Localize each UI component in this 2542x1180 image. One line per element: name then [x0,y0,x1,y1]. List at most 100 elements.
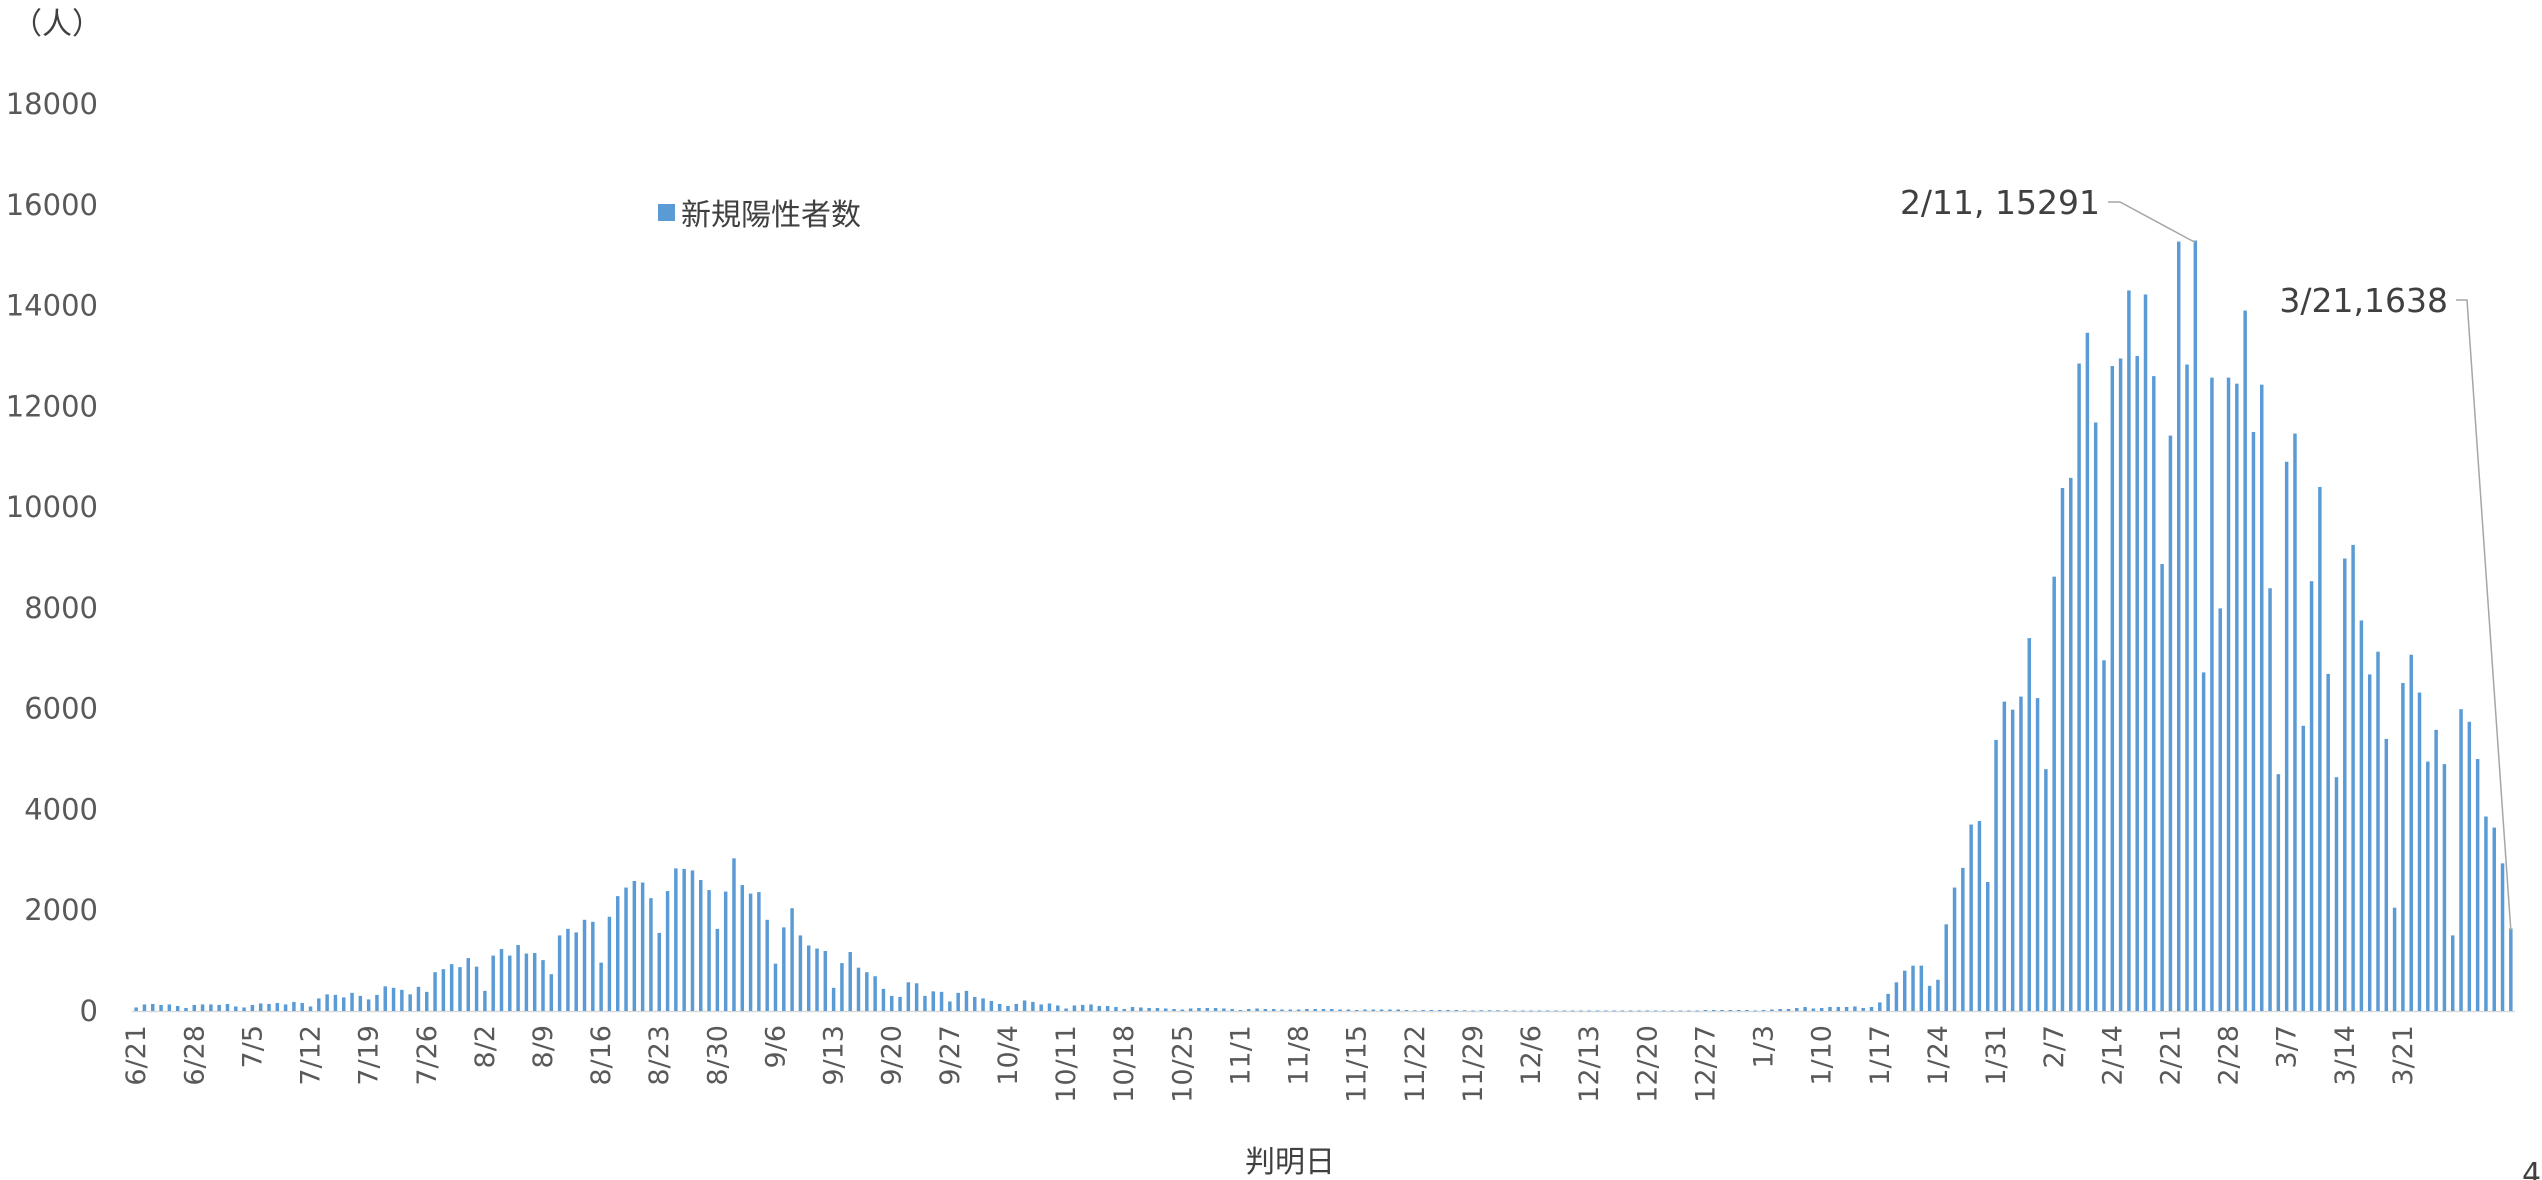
bar [931,991,935,1011]
x-tick-label: 12/6 [1516,1025,1547,1086]
bar [848,952,852,1011]
bar [2359,620,2364,1011]
bar [649,898,653,1011]
bar [1927,985,1932,1011]
bar [1371,1009,1376,1011]
bar [2019,696,2023,1011]
bar [1163,1008,1168,1011]
bar [1147,1007,1151,1011]
bar [1894,982,1899,1011]
bar [1969,824,1973,1011]
bar [142,1004,147,1011]
bar [1462,1010,1467,1012]
bar [1587,1010,1591,1012]
bar [425,991,429,1011]
bar [806,945,811,1011]
bar [2135,355,2139,1011]
bar [499,949,504,1011]
x-tick-label: 8/23 [644,1025,675,1086]
bar [1396,1009,1400,1011]
bar [815,948,819,1011]
bar [2085,332,2090,1011]
bar [2077,363,2081,1011]
bar [1454,1009,1459,1011]
x-tick-label: 11/22 [1400,1025,1431,1103]
bar [1031,1001,1035,1011]
bar [1080,1004,1085,1011]
x-tick-label: 8/30 [702,1025,733,1086]
bar [2293,433,2297,1011]
bar [283,1004,288,1011]
bar [2027,638,2032,1011]
x-tick-label: 12/20 [1632,1025,1663,1103]
bar [391,987,396,1011]
bar [2434,729,2438,1011]
bar [1545,1010,1550,1012]
bar [690,870,695,1011]
bar [1786,1008,1791,1011]
bar [1604,1010,1608,1012]
bar [599,962,603,1011]
bar [682,868,686,1011]
bar [873,976,877,1011]
bar [906,982,911,1011]
bar [889,995,894,1011]
x-tick-label: 8/9 [528,1025,559,1068]
bar [325,994,329,1011]
y-tick-label: 6000 [24,692,98,726]
bar [2060,487,2065,1011]
y-axis: 0 2000 4000 6000 8000 10000 12000 14000 16000 180… [6,87,98,1028]
bar [358,995,363,1011]
bar [2343,558,2347,1011]
bar [2201,672,2206,1011]
bar [1770,1009,1774,1011]
x-tick-label: 8/16 [586,1025,617,1086]
bar [234,1006,238,1011]
bar [1338,1009,1342,1011]
bar [1388,1009,1392,1011]
bar [1022,1000,1027,1011]
x-tick-label: 9/20 [877,1025,908,1086]
x-axis-title: 判明日 [1245,1145,1335,1180]
bar [2426,761,2430,1011]
bar [1637,1010,1641,1012]
bar [167,1004,172,1011]
bar [1238,1009,1243,1011]
bar [2127,290,2131,1011]
bar [740,885,745,1011]
bar [1197,1007,1201,1011]
y-tick-label: 10000 [6,490,98,524]
bar [1919,965,1924,1011]
bar [508,955,512,1011]
x-tick-label: 3/14 [2330,1025,2361,1086]
bar [1039,1004,1043,1011]
bar [1712,1009,1716,1011]
bar [2168,435,2173,1011]
x-tick-label: 10/4 [993,1025,1024,1086]
bar [341,997,346,1011]
bar [674,868,678,1011]
bar [2052,576,2056,1011]
bar [1986,882,1990,1011]
bar [773,963,778,1011]
bar [1089,1004,1093,1011]
bar [1570,1010,1575,1012]
bar [840,963,844,1011]
bar [416,986,421,1011]
bar [2160,564,2164,1011]
bar [2401,682,2405,1011]
bar [1072,1005,1077,1011]
y-tick-label: 18000 [6,87,98,121]
page-number: 4 [2522,1157,2541,1180]
bar [267,1003,271,1011]
y-tick-label: 0 [80,994,98,1028]
annotation-peak-label: 2/11, 15291 [1900,183,2100,222]
bar [1155,1007,1160,1011]
y-tick-label: 4000 [24,792,98,826]
bar [1653,1010,1658,1012]
bar [1778,1008,1782,1011]
bar [881,988,886,1011]
bar [1222,1008,1226,1011]
bar [1678,1010,1683,1012]
